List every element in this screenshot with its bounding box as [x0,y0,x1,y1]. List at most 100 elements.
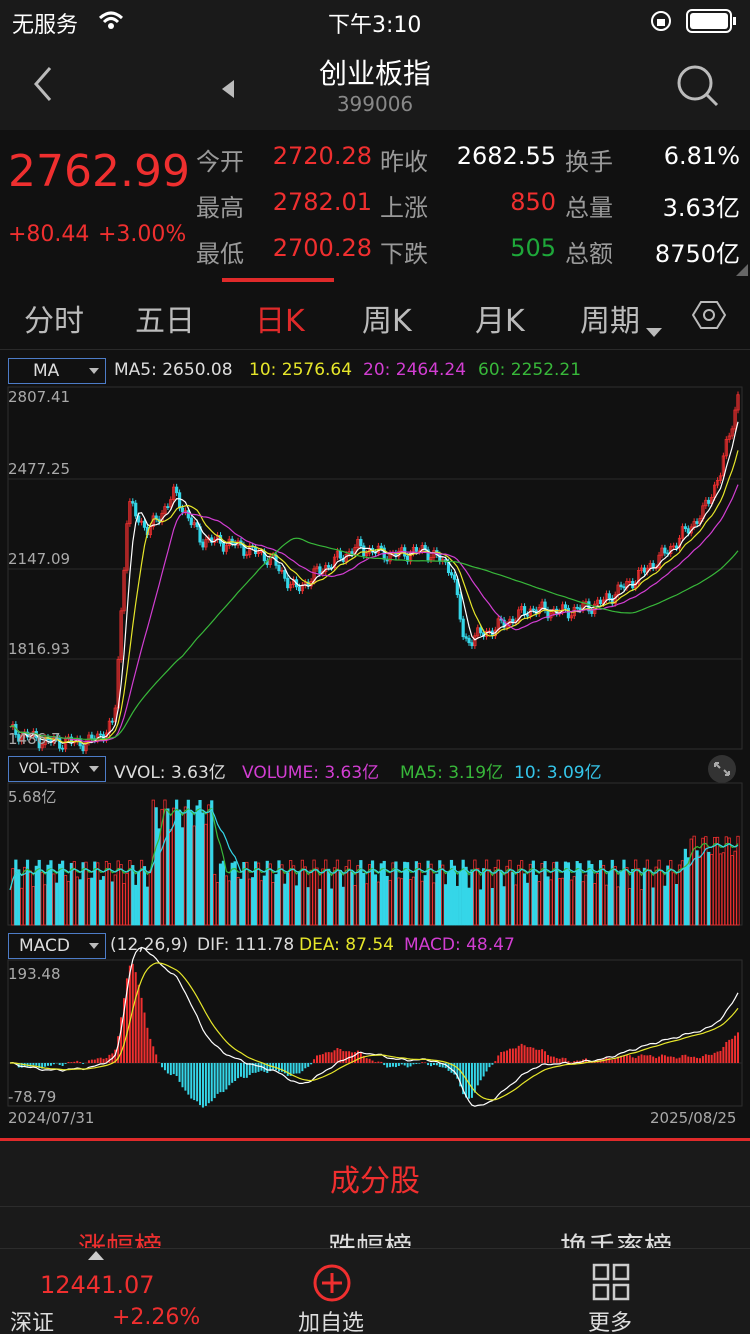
candle-body [192,522,196,526]
ma5-line [9,421,739,745]
clock: 下午3:10 [328,13,422,38]
grid-icon[interactable] [592,1263,630,1301]
ma60-readout: 60: 2252.21 [478,360,582,380]
volume-bar [297,871,302,926]
vol-ma10-readout: 10: 3.09亿 [514,763,602,783]
high-value: 2782.01 [272,188,372,216]
candle-body [721,455,725,477]
volume-bar [441,864,445,926]
candle-body [686,528,690,534]
volume-bar [455,885,459,926]
volume-bar [487,869,492,926]
volume-bar [408,879,413,926]
volume-bar [368,864,372,926]
volume-bar [461,859,465,926]
candle-body [262,551,266,562]
open-label: 今开 [196,148,244,176]
volume-bar [610,859,614,926]
vol-selector[interactable]: VOL-TDX [8,756,106,782]
tab-period[interactable]: 周期 [580,304,640,339]
volume-bar [473,859,477,926]
candle-body [125,523,129,571]
candle-body [332,556,337,569]
ma-selector-label: MA [33,361,60,381]
candle-body [169,499,173,508]
volume-bar [14,859,18,926]
dif-readout: DIF: 111.78 [197,935,295,955]
volume-bar [245,861,249,926]
volume-bar [628,888,632,926]
volume-bar [511,871,515,926]
candle-body [479,627,483,634]
dropdown-icon [646,328,662,337]
candle-body [642,567,647,573]
vol-y-max: 5.68亿 [8,788,56,806]
candle-body [517,609,521,622]
candle-body [356,539,360,548]
volume-bar [213,873,217,926]
up-label: 上涨 [380,194,428,222]
candle-body [17,734,21,742]
macd-selector[interactable]: MACD [8,933,106,959]
search-icon[interactable] [676,64,720,108]
ma-selector[interactable]: MA [8,358,106,384]
volume-bar [160,808,164,926]
down-count: 505 [510,234,556,262]
ticker-name[interactable]: 深证 [10,1311,55,1334]
candle-body [283,570,287,579]
tab-weekly-k[interactable]: 周K [362,304,412,339]
candle-body [177,492,182,509]
tab-daily-k[interactable]: 日K [255,304,305,339]
volume-bar [727,837,731,926]
candle-body [315,566,319,570]
volume-bar [517,864,521,926]
volume-bar [25,859,30,926]
volume-bar [344,866,348,926]
volume-bar [341,886,345,926]
tab-five-day[interactable]: 五日 [135,304,195,339]
ticker-value[interactable]: 12441.07 [40,1271,155,1299]
volume-bar [493,867,497,926]
volume-bar [403,861,407,926]
volume-bar [528,863,533,926]
volume-bar [128,860,132,926]
volume-bar [596,873,600,926]
back-icon[interactable] [28,64,58,104]
volume-bar [397,877,401,926]
volume-bar [289,860,293,926]
prev-icon[interactable] [220,78,236,100]
volume-bar [452,865,457,926]
vol-selector-label: VOL-TDX [19,761,80,777]
volume-bar [502,886,506,926]
add-watchlist-label[interactable]: 加自选 [298,1311,365,1334]
volume-label: 总量 [565,194,613,222]
volume-bar [636,868,641,926]
volume-bar [63,875,68,926]
more-label[interactable]: 更多 [588,1311,633,1334]
candle-body [675,545,679,549]
price-change: +80.44 [8,222,90,247]
expand-icon[interactable] [706,754,738,784]
settings-icon[interactable] [692,298,726,332]
volume-bar [300,859,304,926]
volume-bar [210,800,214,926]
tab-monthly-k[interactable]: 月K [475,304,525,339]
volume-bar [619,870,623,926]
kline-chart[interactable]: 2807.41 2477.25 2147.09 1816.93 1486.7 5… [0,385,750,1130]
stock-code: 399006 [336,92,414,116]
candle-body [365,552,369,557]
volume-bar [198,800,202,926]
add-icon[interactable] [312,1263,352,1303]
tab-intraday[interactable]: 分时 [24,304,84,339]
volume-ma10-line [9,808,739,891]
volume-bar [183,806,188,926]
ticker-change[interactable]: +2.26% [112,1305,201,1330]
candle-body [142,520,147,528]
volume-bar [40,872,44,926]
quote-panel: 2762.99 +80.44 +3.00% 今开 2720.28 昨收 2682… [0,130,750,278]
volume-bar [49,860,53,926]
volume-bar [496,859,500,926]
volume-readout: VOLUME: 3.63亿 [242,763,380,783]
candle-body [636,569,641,584]
open-value: 2720.28 [272,142,372,170]
